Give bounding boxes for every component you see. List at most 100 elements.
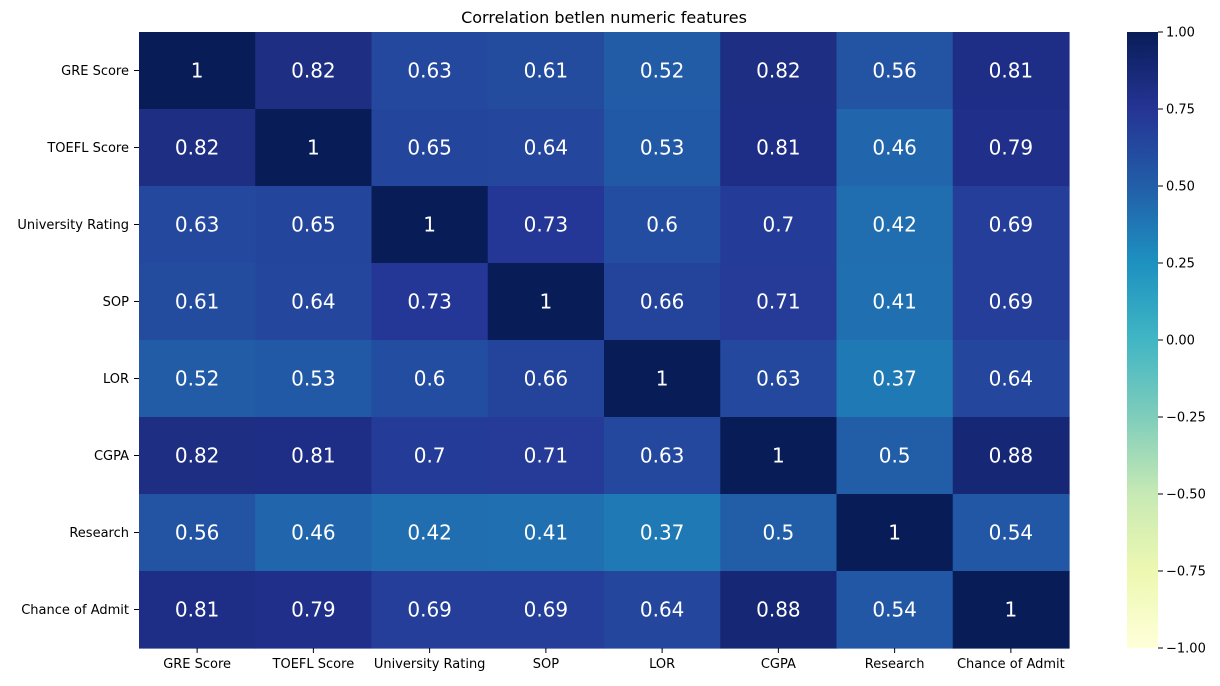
heatmap-cell	[487, 340, 605, 418]
cell-value-label: 0.65	[407, 136, 452, 160]
heatmap-cell	[952, 109, 1070, 187]
y-tick-label: Research	[69, 526, 129, 541]
heatmap-cell	[720, 186, 838, 264]
heatmap-cell	[255, 32, 373, 110]
cell-value-label: 0.63	[756, 367, 801, 391]
cell-value-label: 0.46	[291, 521, 336, 545]
heatmap-cell	[836, 263, 954, 341]
heatmap-cell	[604, 109, 721, 187]
x-tick-label: LOR	[649, 657, 675, 672]
cell-value-label: 0.82	[291, 59, 336, 83]
heatmap-cell	[139, 417, 256, 495]
heatmap-cell	[604, 571, 721, 649]
heatmap-cell	[255, 340, 373, 418]
cell-value-label: 1	[540, 290, 553, 314]
heatmap-cell	[604, 494, 721, 572]
heatmap-cell	[487, 417, 605, 495]
heatmap-cell	[255, 186, 373, 264]
heatmap-cell	[139, 32, 256, 110]
cell-value-label: 1	[191, 59, 204, 83]
y-axis: GRE Score TOEFL Score University Rating SOP…	[17, 64, 139, 618]
cell-value-label: 0.64	[640, 598, 685, 622]
heatmap-cell	[139, 109, 256, 187]
cell-value-label: 1	[656, 367, 669, 391]
heatmap-cell	[487, 571, 605, 649]
x-tick-label: TOEFL Score	[272, 657, 355, 672]
heatmap-cell	[836, 109, 954, 187]
heatmap-cell	[720, 32, 838, 110]
heatmap-cell	[255, 494, 373, 572]
cell-value-label: 0.61	[524, 59, 569, 83]
colorbar-tick-label: −0.75	[1166, 565, 1206, 580]
heatmap-cell	[371, 186, 489, 264]
cell-value-label: 1	[772, 444, 785, 468]
cell-value-label: 0.69	[407, 598, 452, 622]
cell-value-label: 0.63	[640, 444, 685, 468]
heatmap-cell	[139, 186, 256, 264]
cell-value-label: 0.88	[989, 444, 1034, 468]
cell-value-label: 0.71	[524, 444, 569, 468]
cell-value-label: 0.54	[989, 521, 1034, 545]
heatmap-cell	[139, 263, 256, 341]
heatmap-cell	[139, 571, 256, 649]
cell-value-label: 0.63	[175, 213, 220, 237]
cell-value-label: 1	[888, 521, 901, 545]
heatmap-cell	[836, 32, 954, 110]
heatmap-cell	[720, 263, 838, 341]
colorbar: 1.00 0.75 0.50 0.25 0.00 −0.25 −0.50 −0.75 −1.00	[1127, 26, 1206, 657]
y-tick-label: LOR	[103, 372, 129, 387]
heatmap-cell	[255, 417, 373, 495]
heatmap-cell	[720, 571, 838, 649]
heatmap-cell	[836, 571, 954, 649]
cell-value-label: 0.73	[407, 290, 452, 314]
heatmap-cell	[952, 417, 1070, 495]
heatmap-cell	[487, 494, 605, 572]
colorbar-tick-label: 1.00	[1166, 26, 1195, 41]
heatmap-cell	[952, 340, 1070, 418]
x-axis: GRE Score TOEFL Score University Rating SOP…	[163, 648, 1065, 672]
heatmap-cell	[255, 109, 373, 187]
colorbar-tick-label: 0.75	[1166, 103, 1195, 118]
cell-value-label: 0.63	[407, 59, 452, 83]
heatmap-cells	[139, 32, 1070, 649]
heatmap-cell	[255, 263, 373, 341]
heatmap-cell	[720, 417, 838, 495]
heatmap-cell	[604, 340, 721, 418]
cell-value-label: 0.79	[989, 136, 1034, 160]
chart-title: Correlation betlen numeric features	[461, 8, 747, 27]
cell-value-label: 0.5	[762, 521, 794, 545]
cell-value-label: 0.37	[872, 367, 917, 391]
heatmap-cell	[836, 340, 954, 418]
heatmap-cell	[952, 571, 1070, 649]
cell-value-label: 0.64	[524, 136, 569, 160]
cell-value-label: 0.79	[291, 598, 336, 622]
heatmap-cell	[952, 263, 1070, 341]
heatmap-cell-labels: 1 0.82 0.63 0.61 0.52 0.82 0.56 0.810.82 1 0.65 0.…	[175, 59, 1033, 622]
cell-value-label: 0.64	[291, 290, 336, 314]
x-tick-label: SOP	[533, 657, 559, 672]
heatmap-cell	[487, 109, 605, 187]
cell-value-label: 0.82	[175, 136, 220, 160]
cell-value-label: 0.54	[872, 598, 917, 622]
heatmap-cell	[139, 494, 256, 572]
cell-value-label: 1	[1005, 598, 1018, 622]
heatmap-cell	[487, 32, 605, 110]
cell-value-label: 0.71	[756, 290, 801, 314]
heatmap-cell	[371, 263, 489, 341]
cell-value-label: 1	[423, 213, 436, 237]
heatmap-cell	[952, 494, 1070, 572]
heatmap-cell	[487, 263, 605, 341]
cell-value-label: 0.61	[175, 290, 220, 314]
cell-value-label: 1	[307, 136, 320, 160]
x-tick-label: University Rating	[374, 657, 486, 672]
cell-value-label: 0.69	[524, 598, 569, 622]
x-tick-label: CGPA	[761, 657, 796, 672]
heatmap-cell	[139, 340, 256, 418]
colorbar-tick-label: 0.50	[1166, 180, 1195, 195]
cell-value-label: 0.53	[291, 367, 336, 391]
cell-value-label: 0.81	[175, 598, 220, 622]
cell-value-label: 0.69	[989, 290, 1034, 314]
cell-value-label: 0.56	[175, 521, 220, 545]
y-tick-label: Chance of Admit	[21, 603, 129, 618]
